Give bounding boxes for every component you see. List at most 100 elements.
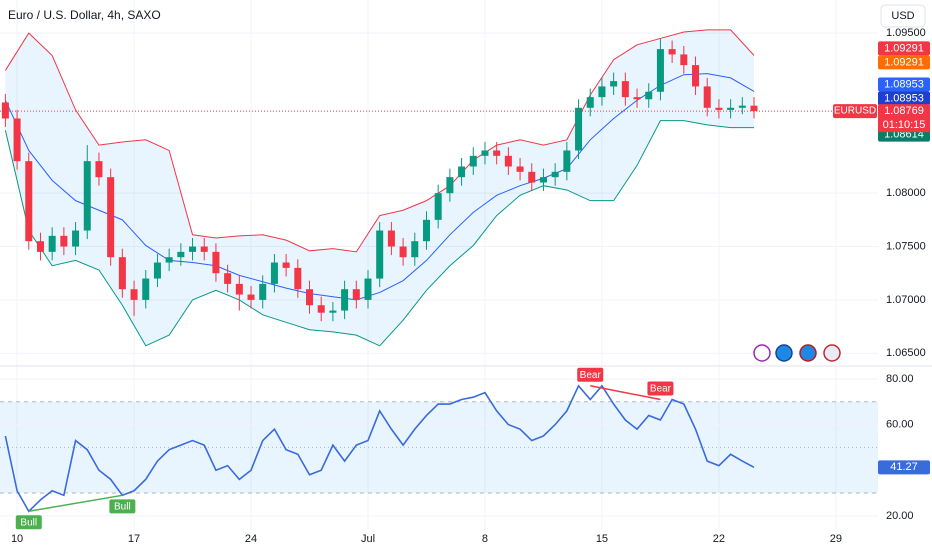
price-badge-box bbox=[878, 77, 930, 92]
x-tick-label: 15 bbox=[596, 533, 608, 545]
candle-body bbox=[411, 241, 419, 258]
candle-body bbox=[516, 166, 524, 172]
x-tick-label: 29 bbox=[830, 533, 842, 545]
event-icon[interactable] bbox=[823, 344, 841, 362]
candle-body bbox=[60, 235, 68, 247]
rsi-tick-label: 80.00 bbox=[886, 373, 914, 385]
candle-body bbox=[481, 150, 489, 156]
band-middle bbox=[4, 73, 755, 301]
price-badge: 1.08953 bbox=[884, 78, 924, 90]
rsi-badge-box bbox=[878, 460, 930, 475]
x-tick-label: 24 bbox=[245, 533, 257, 545]
rsi-tick-label: 20.00 bbox=[886, 510, 914, 522]
candle-body bbox=[633, 97, 641, 100]
divergence-label: Bull bbox=[114, 501, 131, 512]
candle-body bbox=[107, 177, 115, 258]
candle-body bbox=[715, 107, 723, 110]
event-icon[interactable] bbox=[775, 344, 793, 362]
candle-body bbox=[528, 171, 536, 183]
price-badge: 1.09291 bbox=[884, 42, 924, 54]
rsi-tick-label: 60.00 bbox=[886, 418, 914, 430]
candle-body bbox=[621, 81, 629, 98]
candle-body bbox=[235, 283, 243, 295]
candle-body bbox=[645, 91, 653, 100]
candle-body bbox=[458, 166, 466, 178]
candle-body bbox=[270, 262, 278, 284]
candle-body bbox=[142, 278, 150, 300]
candle-body bbox=[656, 49, 664, 92]
candle-body bbox=[364, 278, 372, 300]
price-badge: 1.08953 bbox=[884, 92, 924, 104]
candle-body bbox=[95, 161, 103, 178]
candle-body bbox=[668, 49, 676, 55]
currency-label[interactable]: USD bbox=[891, 10, 914, 22]
candle-body bbox=[586, 97, 594, 108]
candle-body bbox=[727, 107, 735, 110]
candle-body bbox=[341, 289, 349, 311]
x-tick-label: Jul bbox=[361, 533, 375, 545]
candle-body bbox=[598, 86, 606, 98]
candle-body bbox=[48, 235, 56, 252]
candle-body bbox=[504, 155, 512, 167]
divergence-line bbox=[590, 385, 661, 401]
divergence-label-box bbox=[109, 499, 136, 514]
currency-button[interactable] bbox=[880, 4, 926, 28]
candle-body bbox=[434, 193, 442, 220]
candle-body bbox=[177, 251, 185, 258]
x-tick-label: 22 bbox=[713, 533, 725, 545]
divergence-label-box bbox=[647, 381, 674, 396]
candle-body bbox=[13, 118, 21, 162]
candle-body bbox=[469, 155, 477, 167]
candle-body bbox=[153, 262, 161, 279]
candle-body bbox=[189, 246, 197, 252]
candle-body bbox=[1, 102, 9, 119]
band-fill bbox=[5, 29, 755, 346]
candle-body bbox=[247, 294, 255, 300]
y-tick-label: 1.06500 bbox=[886, 347, 926, 359]
rsi-badge: 41.27 bbox=[890, 461, 918, 473]
price-badge-box bbox=[878, 41, 930, 56]
candle-body bbox=[118, 257, 126, 290]
price-badge-box bbox=[878, 55, 930, 70]
candle-body bbox=[306, 289, 314, 306]
event-icon[interactable] bbox=[799, 344, 817, 362]
candle-body bbox=[446, 177, 454, 194]
candle-body bbox=[680, 54, 688, 66]
candle-body bbox=[692, 65, 700, 87]
candle-body bbox=[72, 230, 80, 247]
divergence-line bbox=[28, 494, 123, 513]
candle-body bbox=[36, 241, 44, 252]
symbol-label: EURUSD bbox=[834, 106, 876, 117]
divergence-label: Bear bbox=[580, 370, 602, 381]
candle-body bbox=[130, 289, 138, 300]
event-icons bbox=[753, 344, 841, 362]
candle-body bbox=[165, 257, 173, 263]
rsi-line bbox=[4, 384, 755, 513]
rsi-band bbox=[0, 401, 878, 494]
candle-body bbox=[493, 150, 501, 156]
candle-body bbox=[329, 310, 337, 313]
candle-body bbox=[703, 86, 711, 108]
x-tick-label: 17 bbox=[128, 533, 140, 545]
x-tick-label: 8 bbox=[482, 533, 488, 545]
candle-body bbox=[387, 230, 395, 247]
candle-body bbox=[422, 219, 430, 242]
y-tick-label: 1.07500 bbox=[886, 240, 926, 252]
candle-body bbox=[750, 105, 758, 112]
candle-body bbox=[200, 246, 208, 252]
symbol-box bbox=[833, 104, 877, 119]
candle-body bbox=[83, 161, 91, 231]
countdown: 01:10:15 bbox=[883, 119, 926, 131]
y-tick-label: 1.09500 bbox=[886, 27, 926, 39]
price-badge-box bbox=[878, 91, 930, 106]
chart-title: Euro / U.S. Dollar, 4h, SAXO bbox=[8, 8, 161, 22]
last-price: 1.08769 bbox=[884, 105, 924, 117]
candle-body bbox=[610, 81, 618, 87]
candle-body bbox=[563, 150, 571, 172]
x-tick-label: 10 bbox=[11, 533, 23, 545]
divergence-label: Bull bbox=[20, 517, 37, 528]
divergence-label-box bbox=[15, 515, 42, 530]
price-badge: 1.09291 bbox=[884, 56, 924, 68]
event-icon[interactable] bbox=[753, 344, 771, 362]
